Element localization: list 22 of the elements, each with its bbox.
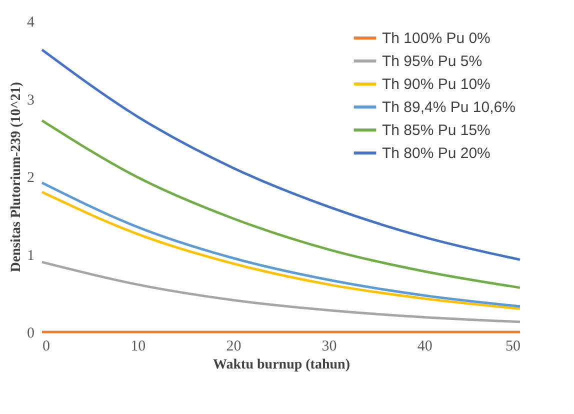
y-tick-label: 4	[27, 14, 35, 30]
legend-label: Th 85% Pu 15%	[382, 122, 490, 139]
x-tick-label: 0	[42, 338, 50, 354]
x-tick-label: 40	[417, 338, 432, 354]
y-tick-label: 3	[27, 92, 34, 108]
legend-label: Th 95% Pu 5%	[382, 53, 482, 70]
line-series	[40, 119, 522, 289]
y-tick-label: 1	[27, 248, 34, 264]
y-axis-title: Densitas Plutorium-239 (10^21)	[9, 82, 24, 272]
x-tick-label: 50	[506, 338, 520, 354]
x-tick-label: 20	[226, 338, 242, 354]
y-tick-label: 0	[27, 326, 34, 342]
legend-label: Th 89,4% Pu 10,6%	[382, 99, 516, 116]
y-tick-label: 2	[27, 170, 34, 186]
x-axis-title: Waktu burnup (tahun)	[213, 358, 350, 372]
line-series	[40, 260, 522, 324]
legend-label: Th 90% Pu 10%	[382, 76, 490, 93]
x-tick-label: 10	[130, 338, 146, 354]
legend-label: Th 100% Pu 0%	[382, 30, 490, 47]
legend-label: Th 80% Pu 20%	[382, 145, 490, 162]
line-series	[40, 48, 522, 261]
x-tick-label: 30	[322, 338, 337, 354]
